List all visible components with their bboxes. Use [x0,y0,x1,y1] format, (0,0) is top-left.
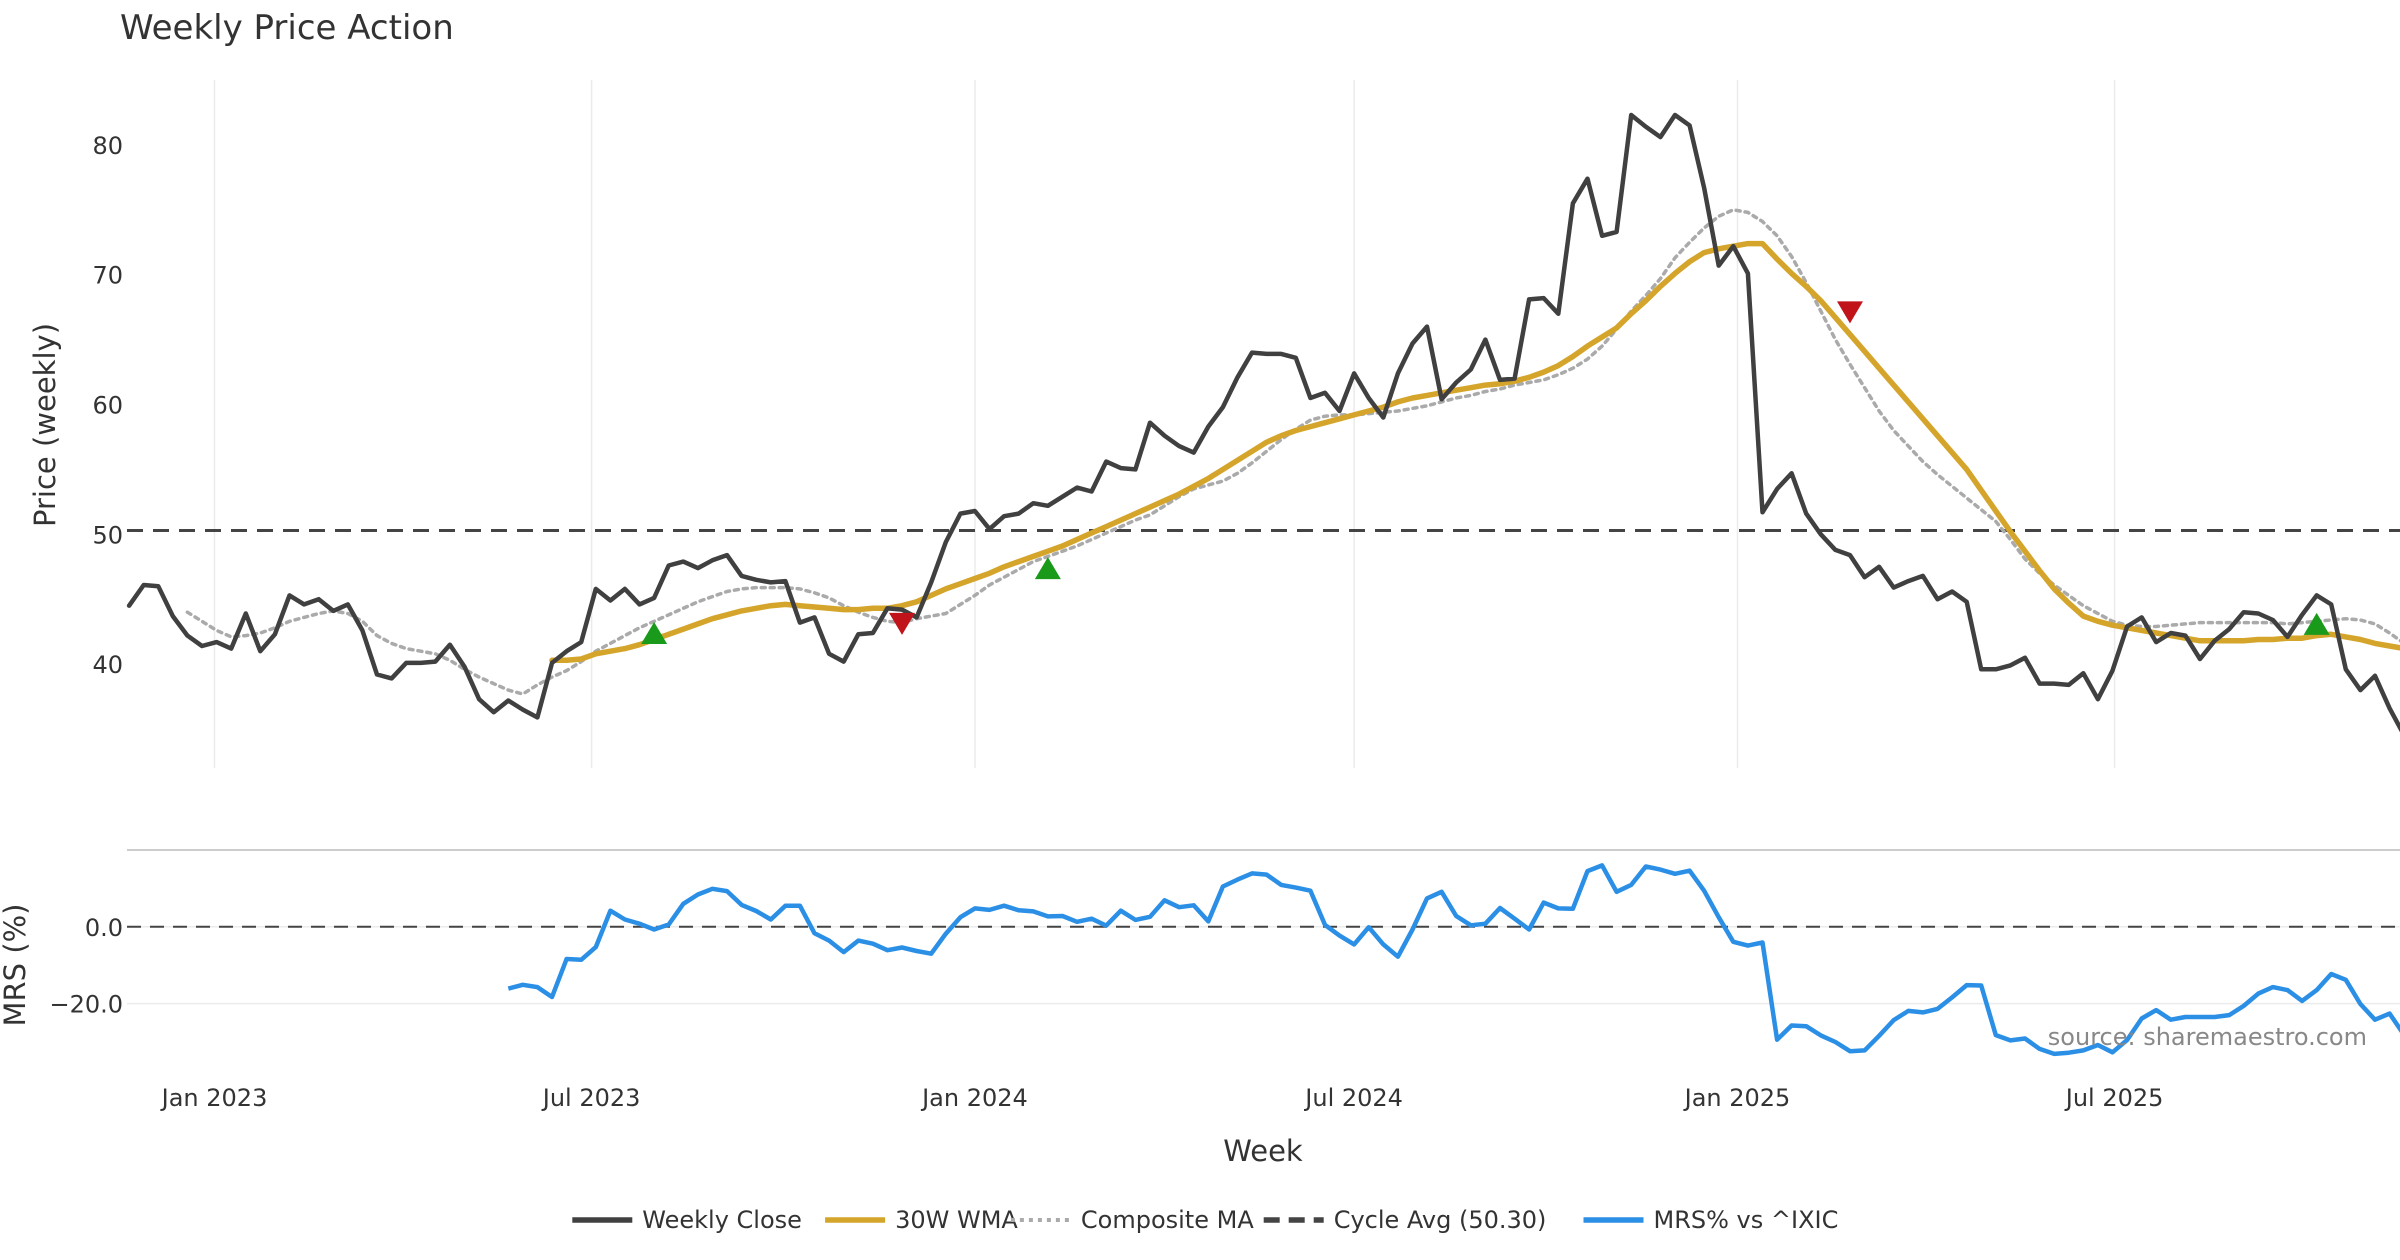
x-tick-label: Jul 2023 [541,1084,641,1112]
buy-signal-marker [641,621,668,644]
price-y-tick-label: 70 [92,262,123,290]
legend-item: 30W WMA [825,1206,1018,1234]
sell-signal-marker [1836,301,1863,324]
legend-item: Composite MA [1010,1206,1254,1234]
legend-label: Composite MA [1081,1206,1254,1234]
x-axis-title: Week [1223,1134,1303,1168]
price-y-axis-title: Price (weekly) [28,323,62,527]
buy-signal-marker [1034,557,1061,580]
price-y-tick-label: 40 [92,651,123,679]
buy-signal-marker [2303,612,2330,635]
chart-title: Weekly Price Action [120,8,454,48]
sell-signal-marker [889,612,916,635]
x-tick-label: Jan 2023 [160,1084,268,1112]
signal-markers [641,301,2330,644]
price-y-ticks: 40 50 60 70 80 [92,132,123,679]
source-label: source: sharemaestro.com [2048,1023,2367,1051]
weekly-close-line [126,112,2400,733]
x-tick-label: Jul 2024 [1303,1084,1403,1112]
composite-ma-line [185,208,2400,696]
price-panel-grid [213,80,2116,768]
legend-label: Weekly Close [642,1206,802,1234]
mrs-panel-grid [127,926,2400,1005]
mrs-y-tick-label: 0.0 [85,914,123,942]
legend-label: MRS% vs ^IXIC [1654,1206,1839,1234]
mrs-line [507,863,2400,1057]
x-tick-label: Jan 2024 [920,1084,1028,1112]
mrs-y-tick-label: −20.0 [49,991,123,1019]
price-y-tick-label: 50 [92,521,123,549]
legend: Weekly Close 30W WMA Composite MA Cycle Avg… [572,1206,1838,1234]
price-y-tick-label: 60 [92,392,123,420]
price-series-group [126,112,2400,733]
legend-item: MRS% vs ^IXIC [1583,1206,1839,1234]
mrs-y-ticks: 0.0 −20.0 [49,914,123,1019]
legend-item: Weekly Close [572,1206,802,1234]
legend-label: Cycle Avg (50.30) [1334,1206,1547,1234]
x-tick-label: Jan 2025 [1683,1084,1791,1112]
mrs-series-group [507,863,2400,1057]
x-tick-label: Jul 2025 [2064,1084,2164,1112]
legend-item: Cycle Avg (50.30) [1263,1206,1547,1234]
x-ticks: Jan 2023 Jul 2023 Jan 2024 Jul 2024 Jan 2025… [160,1084,2164,1112]
wma-30w-line [549,240,2400,664]
price-y-tick-label: 80 [92,132,123,160]
mrs-y-axis-title: MRS (%) [0,904,32,1027]
legend-label: 30W WMA [895,1206,1018,1234]
